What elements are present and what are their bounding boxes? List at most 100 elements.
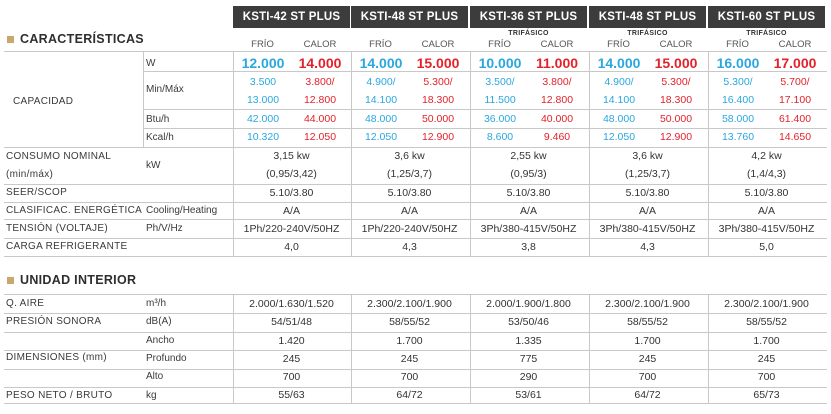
unit-label: Cooling/Heating xyxy=(146,205,218,216)
voltage-value: 3Ph/380-415V/50HZ xyxy=(480,223,577,235)
column-divider xyxy=(351,51,352,256)
height-value: 290 xyxy=(519,371,538,383)
capacity-heat-value: 5.700/ xyxy=(780,76,810,88)
column-divider xyxy=(708,51,709,256)
mode-heat-label: CALOR xyxy=(659,39,693,50)
capacity-cold-value: 36.000 xyxy=(483,113,517,125)
mode-heat-label: CALOR xyxy=(540,39,574,50)
sound-value: 58/55/52 xyxy=(627,316,668,328)
height-value: 700 xyxy=(638,371,657,383)
height-value: 700 xyxy=(757,371,776,383)
row-divider xyxy=(4,202,827,203)
capacity-heat-value: 15.000 xyxy=(416,55,460,71)
row-divider xyxy=(4,313,827,314)
capacity-heat-value: 61.400 xyxy=(778,113,812,125)
model-subtitle: TRIFÁSICO xyxy=(627,30,668,37)
capacity-heat-value: 12.800 xyxy=(540,94,574,106)
column-divider xyxy=(470,294,471,403)
consumption-value: 2,55 kw xyxy=(510,150,547,162)
section-bullet-icon xyxy=(7,36,14,43)
capacity-heat-value: 18.300 xyxy=(421,94,455,106)
unit-label: Alto xyxy=(146,371,164,382)
model-subtitle: TRIFÁSICO xyxy=(746,30,787,37)
row-divider xyxy=(143,128,827,129)
capacity-heat-value: 14.000 xyxy=(298,55,342,71)
row-divider xyxy=(4,238,827,239)
voltage-value: 3Ph/380-415V/50HZ xyxy=(718,223,815,235)
mode-cold-label: FRÍO xyxy=(369,39,392,50)
seer-value: 5.10/3.80 xyxy=(625,187,670,199)
weight-value: 65/73 xyxy=(753,389,780,401)
capacity-heat-value: 3.800/ xyxy=(305,76,335,88)
depth-value: 245 xyxy=(638,353,657,365)
section-bullet-icon xyxy=(7,277,14,284)
model-header: KSTI-42 ST PLUS xyxy=(233,6,350,28)
capacity-heat-value: 5.300/ xyxy=(423,76,453,88)
row-label-sound: PRESIÓN SONORA xyxy=(6,316,102,327)
mode-cold-label: FRÍO xyxy=(726,39,749,50)
seer-value: 5.10/3.80 xyxy=(744,187,789,199)
capacity-heat-value: 12.050 xyxy=(303,131,337,143)
width-value: 1.335 xyxy=(515,335,542,347)
capacity-cold-value: 48.000 xyxy=(364,113,398,125)
row-label-air: Q. AIRE xyxy=(6,298,45,309)
column-divider xyxy=(233,294,234,403)
capacity-heat-value: 18.300 xyxy=(659,94,693,106)
capacity-cold-value: 58.000 xyxy=(721,113,755,125)
capacity-cold-value: 14.000 xyxy=(359,55,403,71)
capacity-heat-value: 3.800/ xyxy=(542,76,572,88)
consumption-range-value: (0,95/3) xyxy=(510,168,547,180)
row-divider xyxy=(4,294,827,295)
unit-label: Btu/h xyxy=(146,114,170,125)
capacity-cold-value: 12.000 xyxy=(241,55,285,71)
row-label-voltage: TENSIÓN (VOLTAJE) xyxy=(6,223,108,234)
air-flow-value: 2.300/2.100/1.900 xyxy=(367,298,452,310)
capacity-cold-value: 3.500 xyxy=(249,76,277,88)
model-header: KSTI-48 ST PLUS xyxy=(589,6,706,28)
consumption-range-value: (1,25/3,7) xyxy=(387,168,432,180)
capacity-heat-value: 12.900 xyxy=(659,131,693,143)
consumption-value: 3,6 kw xyxy=(394,150,425,162)
row-divider xyxy=(4,219,827,220)
capacity-heat-value: 17.000 xyxy=(773,55,817,71)
air-flow-value: 2.000/1.900/1.800 xyxy=(486,298,571,310)
row-divider xyxy=(4,184,827,185)
capacity-heat-value: 40.000 xyxy=(540,113,574,125)
column-divider xyxy=(589,294,590,403)
row-divider xyxy=(4,332,827,333)
refrigerant-value: 5,0 xyxy=(759,241,774,253)
column-divider xyxy=(233,51,234,256)
height-value: 700 xyxy=(400,371,419,383)
voltage-value: 1Ph/220-240V/50HZ xyxy=(361,223,458,235)
capacity-cold-value: 14.100 xyxy=(602,94,636,106)
sound-value: 53/50/46 xyxy=(508,316,549,328)
width-value: 1.700 xyxy=(753,335,780,347)
row-divider xyxy=(4,256,827,257)
capacity-heat-value: 12.900 xyxy=(421,131,455,143)
row-divider xyxy=(4,369,827,370)
consumption-value: 4,2 kw xyxy=(751,150,782,162)
row-label-refrigerant: CARGA REFRIGERANTE xyxy=(6,241,128,252)
capacity-cold-value: 48.000 xyxy=(602,113,636,125)
model-header: KSTI-60 ST PLUS xyxy=(708,6,825,28)
capacity-cold-value: 4.900/ xyxy=(604,76,634,88)
refrigerant-value: 4,3 xyxy=(402,241,417,253)
column-divider xyxy=(708,294,709,403)
mode-heat-label: CALOR xyxy=(303,39,337,50)
air-flow-value: 2.300/2.100/1.900 xyxy=(605,298,690,310)
unit-label: Ph/V/Hz xyxy=(146,223,183,234)
unit-label: kg xyxy=(146,390,157,401)
capacity-cold-value: 14.000 xyxy=(597,55,641,71)
capacity-heat-value: 50.000 xyxy=(659,113,693,125)
sound-value: 58/55/52 xyxy=(746,316,787,328)
refrigerant-value: 3,8 xyxy=(521,241,536,253)
air-flow-value: 2.300/2.100/1.900 xyxy=(724,298,809,310)
capacity-cold-value: 10.000 xyxy=(478,55,522,71)
capacity-cold-value: 8.600 xyxy=(486,131,514,143)
voltage-value: 1Ph/220-240V/50HZ xyxy=(243,223,340,235)
consumption-range-value: (1,25/3,7) xyxy=(625,168,670,180)
air-flow-value: 2.000/1.630/1.520 xyxy=(249,298,334,310)
row-label-consumption: CONSUMO NOMINAL xyxy=(6,151,112,162)
row-divider xyxy=(4,147,827,148)
row-divider xyxy=(4,51,827,52)
